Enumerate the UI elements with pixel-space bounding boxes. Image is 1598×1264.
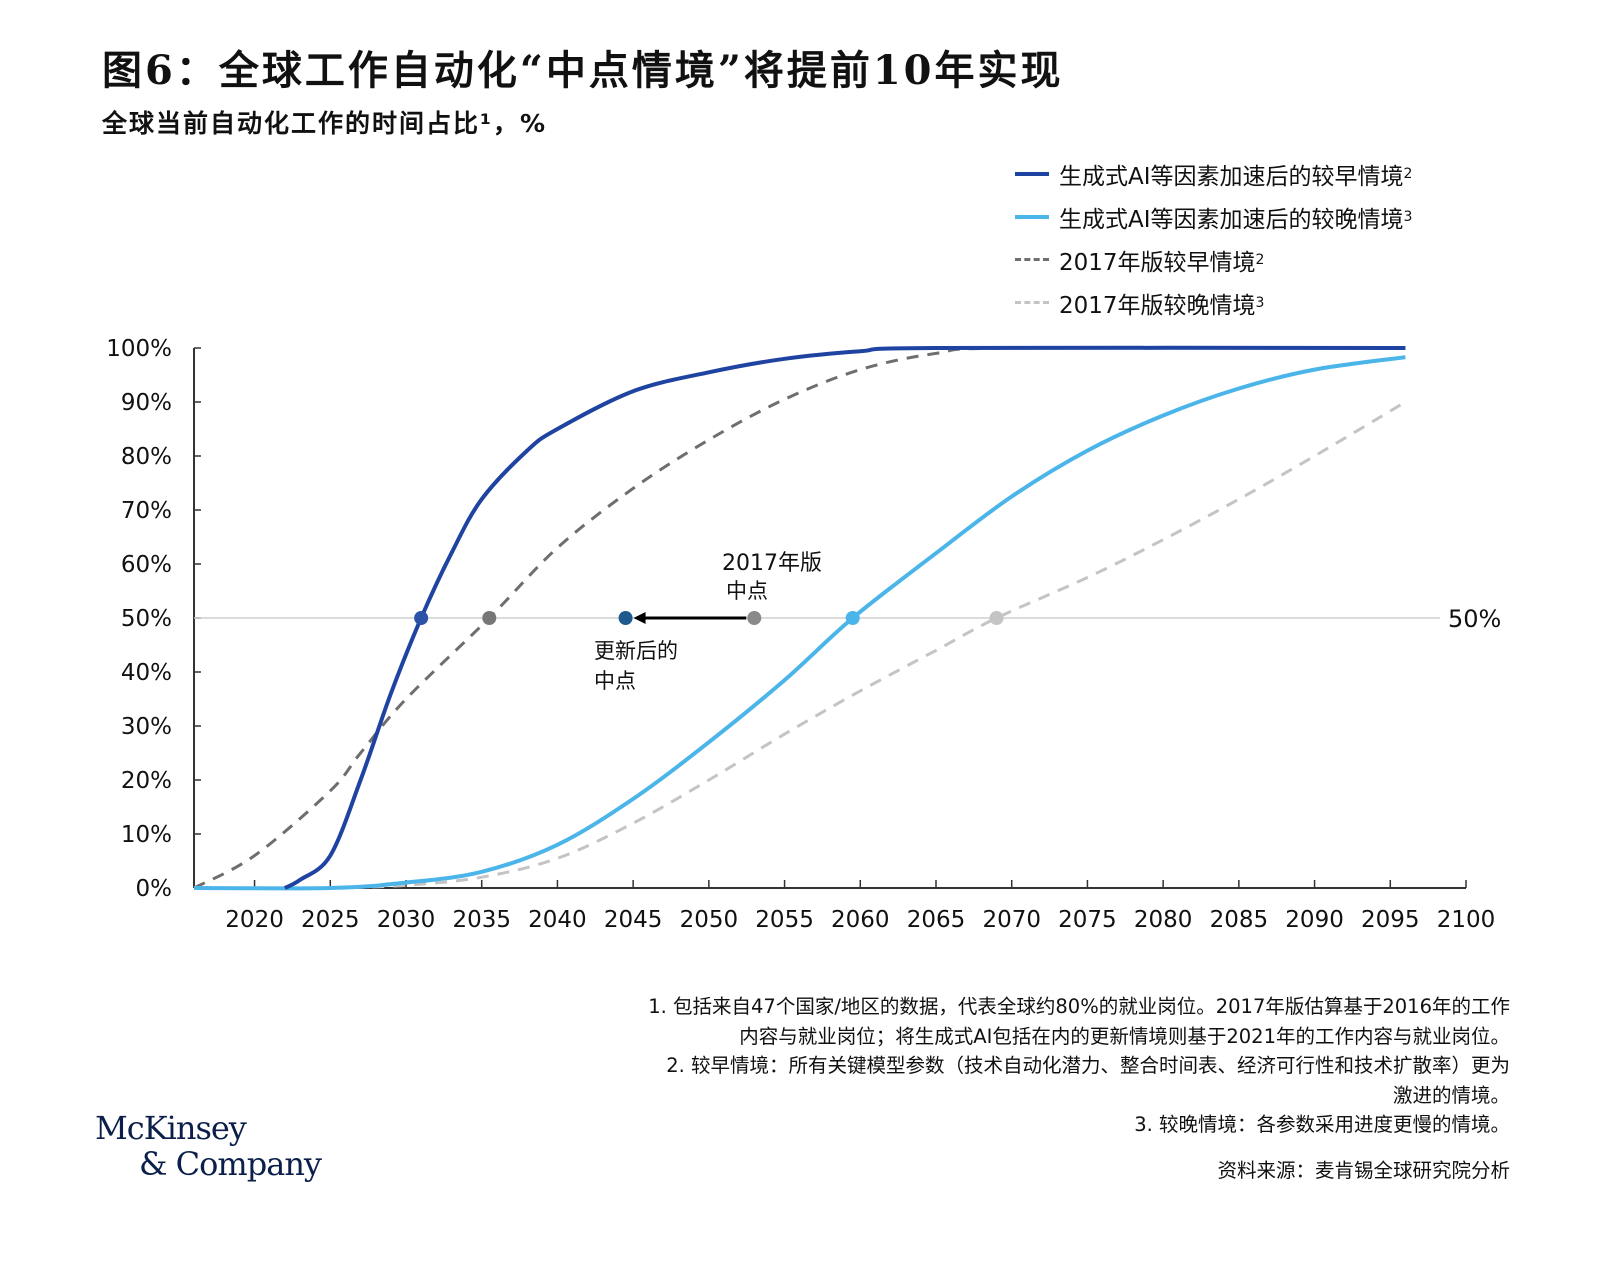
legend-swatch	[1015, 258, 1049, 261]
mckinsey-logo: McKinsey & Company	[95, 1109, 322, 1183]
y-tick-label: 60%	[121, 552, 172, 578]
old-midpoint-label: 2017年版	[722, 551, 822, 576]
arrow-head-icon	[633, 612, 646, 624]
x-tick-label: 2055	[755, 907, 814, 933]
old-midpoint-label: 中点	[726, 579, 768, 603]
legend-item-2017-early: 2017年版较早情境 2	[1015, 238, 1412, 281]
chart-title: 图6：全球工作自动化“中点情境”将提前10年实现	[102, 47, 1064, 94]
source-note: 资料来源：麦肯锡全球研究院分析	[1217, 1158, 1510, 1182]
x-tick-label: 2050	[680, 907, 739, 933]
legend-label: 生成式AI等因素加速后的较早情境	[1059, 163, 1404, 190]
midpoint-marker	[414, 611, 429, 625]
x-tick-label: 2035	[452, 907, 511, 933]
legend-swatch	[1015, 171, 1049, 176]
y-tick-label: 90%	[121, 390, 172, 416]
y-tick-label: 80%	[121, 444, 172, 470]
y-tick-label: 100%	[106, 336, 172, 362]
x-tick-label: 2065	[907, 907, 966, 933]
legend: 生成式AI等因素加速后的较早情境 2 生成式AI等因素加速后的较晚情境 3 2017…	[1015, 152, 1412, 324]
legend-label: 生成式AI等因素加速后的较晚情境	[1059, 206, 1404, 233]
y-tick-label: 20%	[121, 768, 172, 794]
footnote-2: 2. 较早情境：所有关键模型参数（技术自动化潜力、整合时间表、经济可行性和技术扩…	[666, 1054, 1510, 1077]
series-ai-late-line	[193, 355, 1406, 891]
x-tick-label: 2080	[1134, 907, 1193, 933]
line-chart: 0% 10% 20% 30% 40% 50% 60% 70% 80% 90% 100% 2020 202…	[106, 336, 1501, 933]
x-tick-label: 2100	[1437, 907, 1496, 933]
legend-footnote: 2	[1403, 165, 1413, 182]
legend-label: 2017年版较晚情境	[1059, 292, 1256, 319]
legend-item-2017-late: 2017年版较晚情境 3	[1015, 281, 1412, 324]
y-tick-label: 70%	[121, 498, 172, 524]
legend-footnote: 3	[1403, 208, 1413, 225]
footnotes: 1. 包括来自47个国家/地区的数据，代表全球约80%的就业岗位。2017年版估…	[410, 992, 1510, 1185]
midpoint-marker	[845, 611, 860, 625]
x-tick-label: 2025	[301, 907, 360, 933]
footnote-1-cont: 内容与就业岗位；将生成式AI包括在内的更新情境则基于2021年的工作内容与就业岗…	[739, 1024, 1510, 1048]
x-tick-label: 2045	[604, 907, 663, 933]
y-tick-label: 50%	[121, 606, 172, 632]
x-tick-label: 2075	[1058, 907, 1117, 933]
old-midpoint-marker	[747, 611, 762, 625]
reference-line-label: 50%	[1448, 605, 1501, 633]
series-ai-early-line	[283, 345, 1406, 890]
chart-subtitle: 全球当前自动化工作的时间占比¹，%	[102, 109, 547, 138]
midpoint-marker	[482, 611, 497, 625]
y-tick-label: 10%	[121, 822, 172, 848]
x-tick-label: 2060	[831, 907, 890, 933]
x-tick-label: 2085	[1210, 907, 1269, 933]
legend-footnote: 3	[1255, 294, 1265, 311]
legend-footnote: 2	[1255, 251, 1265, 268]
x-tick-label: 2070	[982, 907, 1041, 933]
updated-midpoint-marker	[618, 611, 633, 625]
footnote-1: 1. 包括来自47个国家/地区的数据，代表全球约80%的就业岗位。2017年版估…	[648, 995, 1510, 1018]
logo-line1: McKinsey	[95, 1109, 247, 1147]
new-midpoint-label: 更新后的	[594, 639, 678, 663]
x-tick-label: 2095	[1361, 907, 1420, 933]
x-tick-label: 2030	[377, 907, 436, 933]
legend-swatch	[1015, 301, 1049, 304]
series-2017-late-line	[330, 400, 1407, 890]
x-tick-label: 2090	[1285, 907, 1344, 933]
x-tick-label: 2040	[528, 907, 587, 933]
footnote-3: 3. 较晚情境：各参数采用进度更慢的情境。	[1134, 1113, 1510, 1136]
y-tick-label: 0%	[136, 876, 173, 902]
legend-label: 2017年版较早情境	[1059, 249, 1256, 276]
x-tick-label: 2020	[225, 907, 284, 933]
y-tick-label: 30%	[121, 714, 172, 740]
new-midpoint-label: 中点	[594, 669, 636, 693]
y-tick-label: 40%	[121, 660, 172, 686]
logo-line2: & Company	[139, 1145, 322, 1183]
footnote-2-cont: 激进的情境。	[1392, 1083, 1510, 1107]
legend-item-ai-late: 生成式AI等因素加速后的较晚情境 3	[1015, 195, 1412, 238]
legend-item-ai-early: 生成式AI等因素加速后的较早情境 2	[1015, 152, 1412, 195]
series-2017-early-line	[193, 346, 1406, 890]
midpoint-marker	[989, 611, 1004, 625]
legend-swatch	[1015, 214, 1049, 219]
